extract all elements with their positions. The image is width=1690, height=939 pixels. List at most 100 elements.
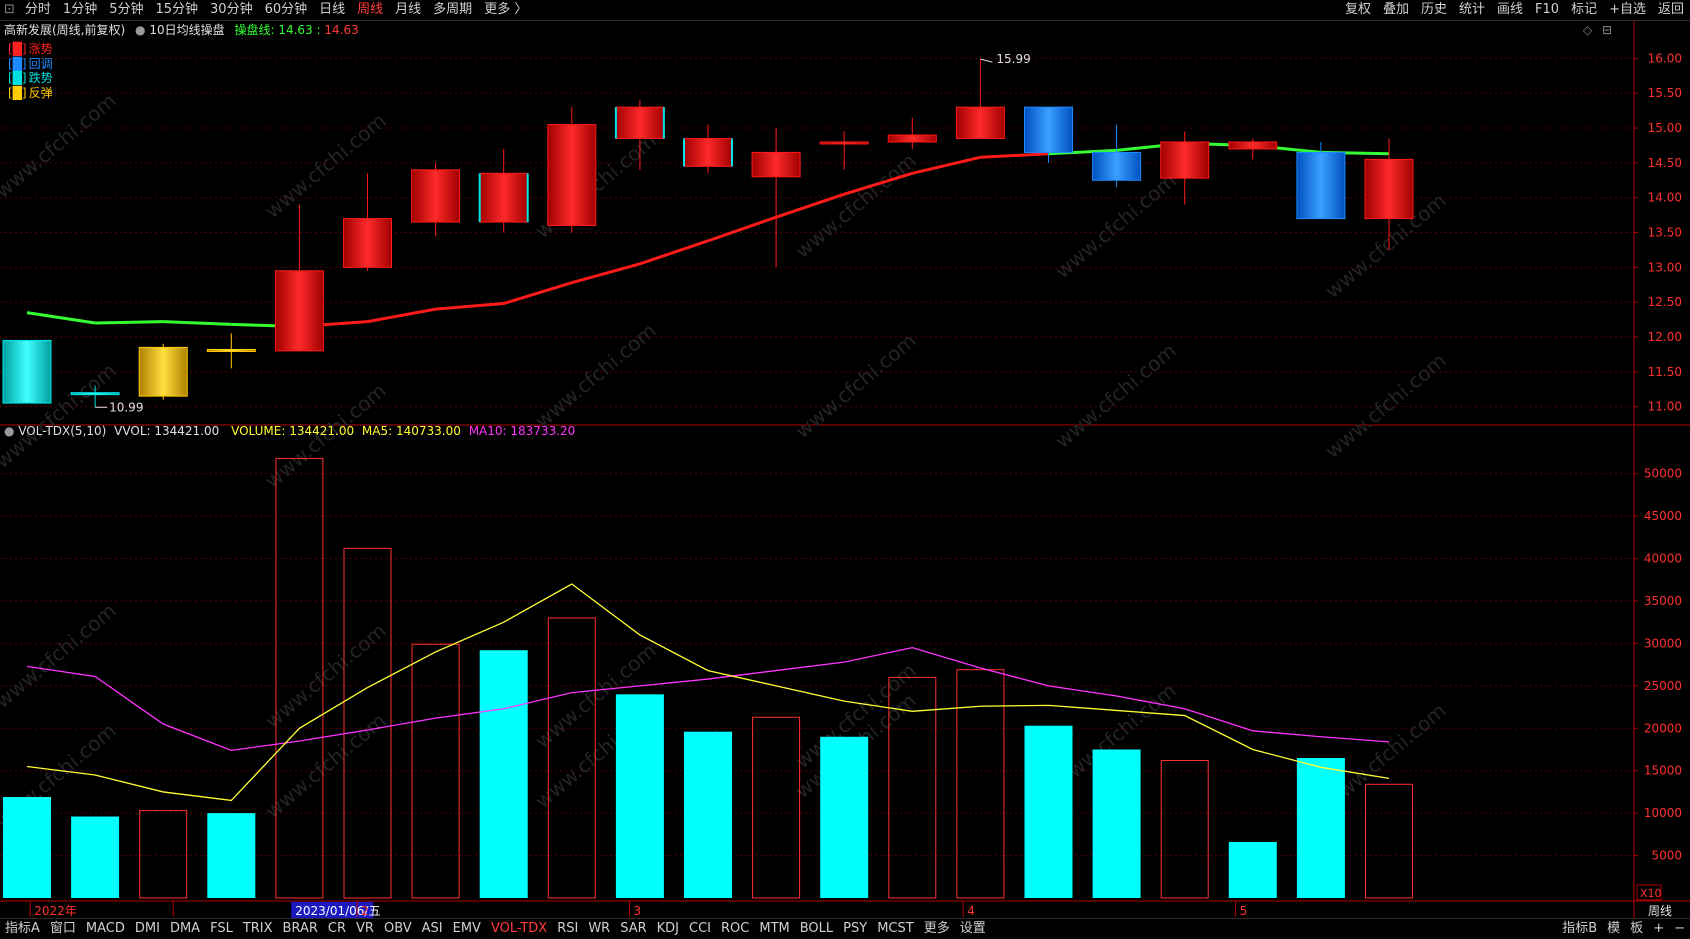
bottom-control[interactable]: −: [1674, 921, 1685, 936]
menu-icon[interactable]: ⊡: [4, 2, 15, 17]
bottom-control[interactable]: 窗口: [49, 921, 76, 936]
period-tab[interactable]: 更多 〉: [484, 2, 528, 17]
volume-tick-label: 5000: [1651, 849, 1682, 863]
watermark-text: www.cfchi.com: [1320, 348, 1450, 463]
price-tick-label: 13.00: [1648, 260, 1682, 274]
volume-bar: [3, 797, 51, 898]
legend: [█] 涨势 [█] 回调 [█] 跌势 [█] 反弹: [8, 42, 53, 100]
ma-line-segment: [980, 152, 1049, 159]
period-tab[interactable]: 30分钟: [210, 2, 253, 17]
indicator-tab[interactable]: KDJ: [656, 921, 680, 936]
indicator-gear-icon[interactable]: ●: [135, 23, 146, 37]
tool-button[interactable]: 历史: [1420, 2, 1447, 17]
volume-header: ● VOL-TDX(5,10) VVOL: 134421.00 VOLUME: …: [4, 424, 575, 438]
indicator-tab[interactable]: ASI: [421, 921, 443, 936]
tool-button[interactable]: F10: [1535, 2, 1560, 17]
bottom-control[interactable]: +: [1653, 921, 1665, 936]
indicator-tab[interactable]: FSL: [210, 921, 233, 936]
candle-body: [343, 218, 392, 268]
ma-line-segment: [571, 262, 641, 285]
expand-icon[interactable]: ⊟: [1601, 23, 1612, 37]
period-tab[interactable]: 多周期: [433, 2, 473, 17]
tool-button[interactable]: 标记: [1571, 2, 1598, 17]
diamond-icon[interactable]: ◇: [1582, 23, 1593, 37]
indicator-tab[interactable]: OBV: [383, 921, 412, 936]
tool-button[interactable]: +自选: [1609, 2, 1646, 17]
period-tab[interactable]: 日线: [319, 2, 346, 17]
indicator-tab[interactable]: VR: [356, 921, 374, 936]
indicator-tab[interactable]: ROC: [721, 921, 750, 936]
ma-line-segment: [707, 215, 777, 243]
volume-tick-label: 10000: [1644, 806, 1682, 820]
tool-button[interactable]: 画线: [1497, 2, 1524, 17]
indicator-tab[interactable]: MACD: [85, 921, 125, 936]
volume-bar: [139, 810, 188, 899]
candle-body: [547, 124, 597, 227]
indicator-name[interactable]: 10日均线操盘: [149, 23, 225, 37]
candle-body: [1160, 141, 1210, 179]
ma-line-segment: [775, 192, 845, 219]
candle-body: [70, 392, 120, 396]
bottom-control[interactable]: 模: [1607, 921, 1621, 936]
indicator-tab[interactable]: TRIX: [242, 921, 273, 936]
top-toolbar: ⊡ 分时 1分钟 5分钟 15分钟 30分钟 60分钟 日线 周线 月线 多周期 更多 〉 复权 叠加…: [0, 0, 1690, 21]
ma10-line: [26, 646, 1390, 752]
tool-button[interactable]: 统计: [1459, 2, 1486, 17]
indicator-tab[interactable]: DMI: [134, 921, 160, 936]
volume-gear-icon[interactable]: ●: [4, 424, 15, 438]
indicator-tab[interactable]: WR: [588, 921, 611, 936]
candle-body: [1092, 151, 1142, 181]
watermark-text: www.cfchi.com: [0, 88, 121, 203]
indicator-tab[interactable]: CCI: [689, 921, 712, 936]
period-tab[interactable]: 15分钟: [155, 2, 199, 17]
period-tab[interactable]: 月线: [395, 2, 422, 17]
candle-body: [751, 151, 801, 178]
volume-bar: [1228, 841, 1277, 898]
candle-body: [955, 106, 1005, 139]
candle-body: [206, 348, 256, 352]
indicator-tab[interactable]: DMA: [169, 921, 201, 936]
tool-button[interactable]: 叠加: [1382, 2, 1409, 17]
price-tick-label: 11.50: [1648, 365, 1682, 379]
period-tab[interactable]: 1分钟: [62, 2, 98, 17]
price-tick-label: 14.50: [1648, 156, 1682, 170]
period-tab[interactable]: 分时: [24, 2, 51, 17]
price-tick-label: 16.00: [1648, 51, 1682, 65]
volume-bar: [820, 736, 869, 898]
period-tab[interactable]: 60分钟: [264, 2, 308, 17]
indicator-tab[interactable]: CR: [327, 921, 347, 936]
volume-bar: [1296, 757, 1345, 898]
indicator-tab[interactable]: PSY: [843, 921, 868, 936]
price-tick-label: 13.50: [1648, 226, 1682, 240]
volume-tick-label: 25000: [1644, 679, 1682, 693]
period-tab[interactable]: 5分钟: [109, 2, 144, 17]
ma5-line: [26, 583, 1390, 802]
indicator-tab[interactable]: MTM: [759, 921, 790, 936]
period-tab[interactable]: 周线: [357, 2, 384, 17]
indicator-tab[interactable]: BRAR: [282, 921, 318, 936]
legend-swatch: [█]: [8, 56, 27, 71]
price-tick-label: 14.00: [1648, 191, 1682, 205]
price-tick-label: 11.00: [1648, 400, 1682, 414]
bottom-control[interactable]: 指标A: [5, 921, 40, 936]
watermark-text: www.cfchi.com: [260, 108, 390, 223]
indicator-tab[interactable]: RSI: [557, 921, 579, 936]
watermark-text: www.cfchi.com: [1050, 338, 1180, 453]
legend-item: [█] 跌势: [8, 71, 53, 86]
tool-button[interactable]: 复权: [1344, 2, 1371, 17]
volume-indicator-name[interactable]: VOL-TDX(5,10): [18, 424, 107, 438]
legend-item: [█] 回调: [8, 57, 53, 72]
indicator-tab[interactable]: BOLL: [799, 921, 834, 936]
indicator-tab[interactable]: SAR: [620, 921, 647, 936]
bottom-control[interactable]: 指标B: [1562, 921, 1598, 936]
indicator-tab[interactable]: 更多: [923, 921, 950, 936]
tool-button[interactable]: 返回: [1657, 2, 1684, 17]
ma-line-segment: [163, 320, 232, 326]
indicator-tab[interactable]: MCST: [877, 921, 914, 936]
indicator-tab[interactable]: 设置: [959, 921, 986, 936]
volume-tick-label: 35000: [1644, 594, 1682, 608]
watermark-text: www.cfchi.com: [790, 328, 920, 443]
bottom-control[interactable]: 板: [1630, 921, 1644, 936]
indicator-tab[interactable]: VOL-TDX: [490, 921, 548, 936]
indicator-tab[interactable]: EMV: [452, 921, 481, 936]
